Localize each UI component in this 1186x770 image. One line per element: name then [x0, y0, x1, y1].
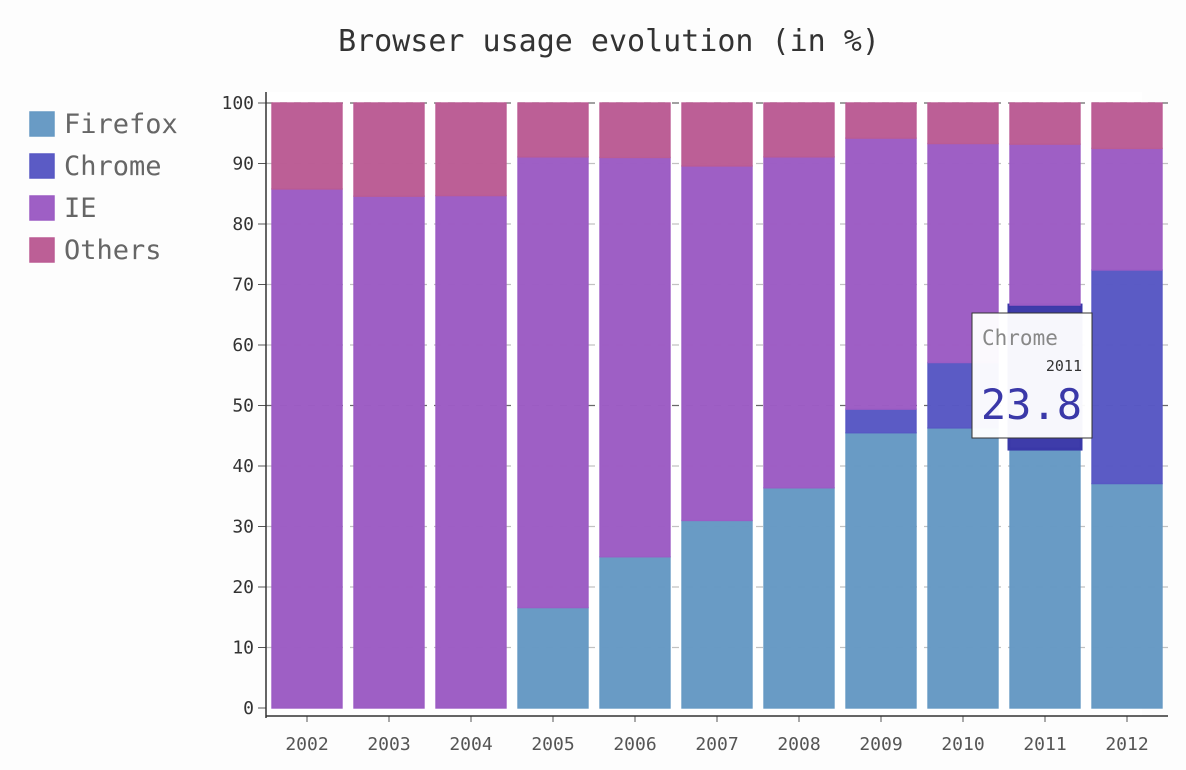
legend-swatch-chrome — [29, 153, 55, 179]
bar-ie-2002[interactable] — [271, 188, 343, 709]
bar-ie-2009[interactable] — [845, 137, 917, 410]
ytick-label-90: 90 — [232, 154, 254, 175]
legend-label-firefox: Firefox — [64, 109, 178, 140]
tooltip-x: 2011 — [1046, 357, 1082, 375]
legend-swatch-others — [29, 237, 55, 263]
bar-firefox-2012[interactable] — [1091, 482, 1163, 709]
bar-firefox-2006[interactable] — [599, 556, 671, 709]
bar-ie-2005[interactable] — [517, 156, 589, 609]
bar-firefox-2005[interactable] — [517, 606, 589, 709]
bar-others-2012[interactable] — [1091, 102, 1163, 150]
bar-firefox-2007[interactable] — [681, 519, 753, 709]
legend-label-chrome: Chrome — [64, 151, 162, 182]
bar-chrome-2012[interactable] — [1091, 269, 1163, 485]
legend: Firefox Chrome IE Others — [29, 109, 178, 266]
bar-firefox-2009[interactable] — [845, 432, 917, 709]
bar-ie-2012[interactable] — [1091, 147, 1163, 271]
bar-others-2011[interactable] — [1009, 102, 1081, 145]
xtick-label-2008: 2008 — [777, 734, 820, 755]
bar-others-2008[interactable] — [763, 102, 835, 158]
tooltip-series: Chrome — [982, 326, 1058, 350]
ytick-label-0: 0 — [243, 698, 254, 719]
bar-others-2004[interactable] — [435, 102, 507, 197]
xtick-label-2011: 2011 — [1023, 734, 1066, 755]
ytick-label-100: 100 — [221, 93, 254, 114]
ytick-label-70: 70 — [232, 275, 254, 296]
tooltip: Chrome 2011 23.8 — [971, 312, 1093, 439]
xtick-label-2003: 2003 — [367, 734, 410, 755]
bar-ie-2007[interactable] — [681, 165, 753, 522]
tooltip-box — [971, 312, 1093, 439]
legend-swatch-firefox — [29, 111, 55, 137]
xtick-label-2007: 2007 — [695, 734, 738, 755]
bar-others-2006[interactable] — [599, 102, 671, 159]
xtick-label-2009: 2009 — [859, 734, 902, 755]
bar-firefox-2011[interactable] — [1009, 448, 1081, 709]
chart-title: Browser usage evolution (in %) — [338, 24, 880, 59]
ytick-label-80: 80 — [232, 214, 254, 235]
bar-others-2007[interactable] — [681, 102, 753, 167]
xtick-label-2004: 2004 — [449, 734, 492, 755]
bar-others-2002[interactable] — [271, 102, 343, 190]
bar-others-2005[interactable] — [517, 102, 589, 158]
legend-label-others: Others — [64, 235, 162, 266]
xtick-label-2006: 2006 — [613, 734, 656, 755]
axes: 0 10 20 30 40 50 60 70 80 90 100 2002 2003 2004 2005 20… — [221, 92, 1168, 755]
xtick-label-2005: 2005 — [531, 734, 574, 755]
ytick-label-40: 40 — [232, 456, 254, 477]
bar-ie-2006[interactable] — [599, 156, 671, 558]
bar-chrome-2009[interactable] — [845, 408, 917, 434]
ytick-label-10: 10 — [232, 638, 254, 659]
bar-ie-2008[interactable] — [763, 156, 835, 489]
legend-swatch-ie — [29, 195, 55, 221]
xtick-label-2010: 2010 — [941, 734, 984, 755]
ytick-label-60: 60 — [232, 335, 254, 356]
bar-ie-2011[interactable] — [1009, 143, 1081, 306]
bar-others-2003[interactable] — [353, 102, 425, 197]
tooltip-value: 23.8 — [981, 380, 1082, 429]
bar-others-2009[interactable] — [845, 102, 917, 139]
xtick-label-2002: 2002 — [285, 734, 328, 755]
bar-firefox-2008[interactable] — [763, 487, 835, 709]
ytick-label-20: 20 — [232, 577, 254, 598]
ytick-label-50: 50 — [232, 396, 254, 417]
legend-label-ie: IE — [64, 193, 97, 224]
bar-ie-2003[interactable] — [353, 195, 425, 709]
xtick-label-2012: 2012 — [1105, 734, 1148, 755]
bar-others-2010[interactable] — [927, 102, 999, 145]
ytick-label-30: 30 — [232, 517, 254, 538]
bar-firefox-2010[interactable] — [927, 427, 999, 709]
bar-ie-2004[interactable] — [435, 194, 507, 709]
